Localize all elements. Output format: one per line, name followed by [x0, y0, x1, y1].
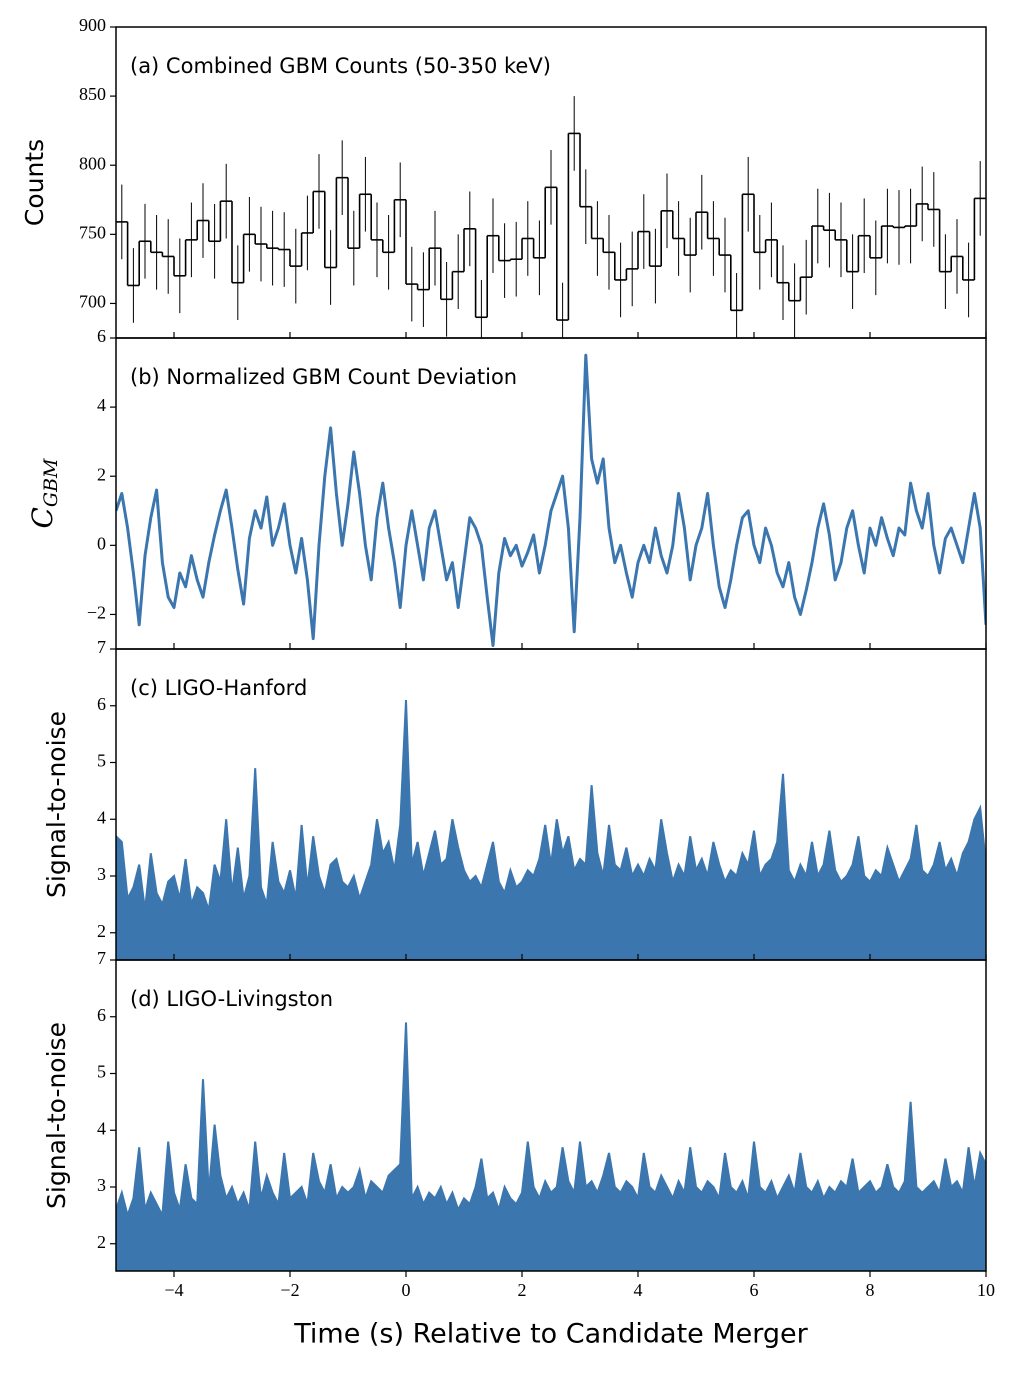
y-tick-label: 800: [79, 153, 106, 173]
y-tick-label: 4: [97, 807, 106, 827]
y-tick-label: 900: [79, 15, 106, 35]
y-axis-label: Signal-to-noise: [42, 1022, 71, 1209]
y-tick-label: 850: [79, 84, 106, 104]
y-tick-label: 2: [97, 1232, 106, 1252]
plot-area: [116, 353, 986, 648]
x-tick-label: −2: [280, 1280, 299, 1300]
y-tick-label: 6: [97, 1005, 106, 1025]
x-tick-label: 6: [750, 1280, 759, 1300]
y-tick-label: 4: [97, 395, 106, 415]
x-tick-label: 2: [518, 1280, 527, 1300]
y-tick-label: 7: [97, 637, 106, 657]
x-tick-label: −4: [164, 1280, 183, 1300]
axes-frame: [115, 959, 987, 1272]
step-connector: [126, 133, 976, 321]
y-label-base: C: [26, 507, 59, 528]
y-tick-label: 6: [97, 326, 106, 346]
y-tick-label: 5: [97, 751, 106, 771]
y-tick-label: 2: [97, 464, 106, 484]
y-tick-label: 0: [97, 533, 106, 553]
y-axis-label: Signal-to-noise: [42, 711, 71, 898]
y-axis-label: CGBM: [26, 458, 63, 529]
panel-annotation: (c) LIGO-Hanford: [130, 676, 307, 700]
x-axis-label: Time (s) Relative to Candidate Merger: [293, 1319, 808, 1350]
x-tick-label: 8: [866, 1280, 875, 1300]
y-tick-label: 7: [97, 948, 106, 968]
plot-area: [116, 700, 986, 960]
y-tick-label: 3: [97, 1175, 106, 1195]
y-tick-label: −2: [87, 603, 106, 623]
x-tick-label: 0: [402, 1280, 411, 1300]
x-tick-label: 4: [634, 1280, 643, 1300]
panel-annotation: (b) Normalized GBM Count Deviation: [130, 365, 517, 389]
y-tick-label: 6: [97, 694, 106, 714]
y-tick-label: 750: [79, 222, 106, 242]
line: [116, 353, 986, 648]
area: [116, 1022, 986, 1271]
panel-annotation: (a) Combined GBM Counts (50-350 keV): [130, 54, 551, 78]
y-axis-label: Counts: [20, 139, 49, 226]
y-tick-label: 3: [97, 864, 106, 884]
y-tick-label: 2: [97, 921, 106, 941]
y-tick-label: 5: [97, 1062, 106, 1082]
panel-annotation: (d) LIGO-Livingston: [130, 987, 333, 1011]
y-label-sub: GBM: [40, 458, 62, 507]
y-tick-label: 4: [97, 1118, 106, 1138]
plot-area: [116, 96, 986, 338]
y-tick-label: 700: [79, 292, 106, 312]
x-tick-label: 10: [977, 1280, 995, 1300]
area: [116, 700, 986, 960]
plot-area: [116, 1022, 986, 1271]
